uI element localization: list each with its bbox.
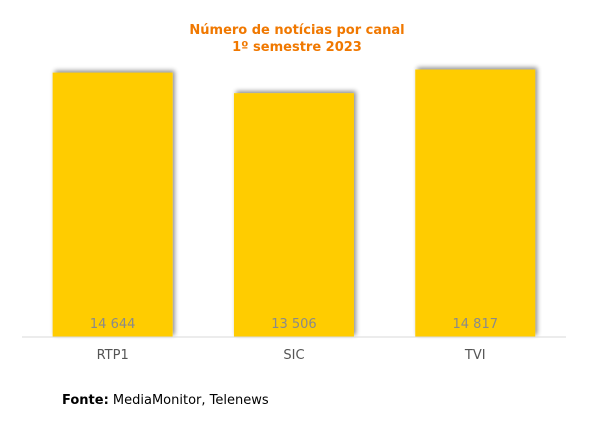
chart-title-line-1: Número de notícias por canal: [189, 23, 404, 38]
source-label: Fonte:: [62, 393, 109, 408]
bars-group: [52, 69, 536, 338]
value-labels: 14 644 13 506 14 817: [90, 317, 498, 332]
category-label-tvi: TVI: [464, 348, 486, 363]
category-label-rtp1: RTP1: [97, 348, 129, 363]
category-labels: RTP1 SIC TVI: [97, 348, 486, 363]
source-text: MediaMonitor, Telenews: [112, 393, 269, 408]
chart-title-line-2: 1º semestre 2023: [232, 40, 362, 55]
value-label-rtp1: 14 644: [90, 317, 136, 332]
category-label-sic: SIC: [283, 348, 304, 363]
bar-rtp1: [52, 72, 173, 338]
source-note: Fonte: MediaMonitor, Telenews: [62, 393, 269, 408]
bar-tvi: [415, 69, 536, 337]
value-label-tvi: 14 817: [453, 317, 499, 332]
value-label-sic: 13 506: [271, 317, 317, 332]
bar-sic: [233, 93, 354, 338]
